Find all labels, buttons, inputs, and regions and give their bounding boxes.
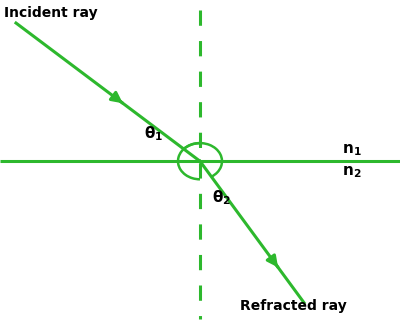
Text: Refracted ray: Refracted ray	[240, 299, 347, 314]
Text: $\mathbf{\theta_2}$: $\mathbf{\theta_2}$	[212, 188, 232, 207]
Text: Incident ray: Incident ray	[4, 6, 98, 20]
Text: $\mathbf{\theta_1}$: $\mathbf{\theta_1}$	[144, 124, 164, 142]
Text: $\mathbf{n_1}$: $\mathbf{n_1}$	[342, 142, 362, 158]
Text: $\mathbf{n_2}$: $\mathbf{n_2}$	[342, 164, 362, 180]
